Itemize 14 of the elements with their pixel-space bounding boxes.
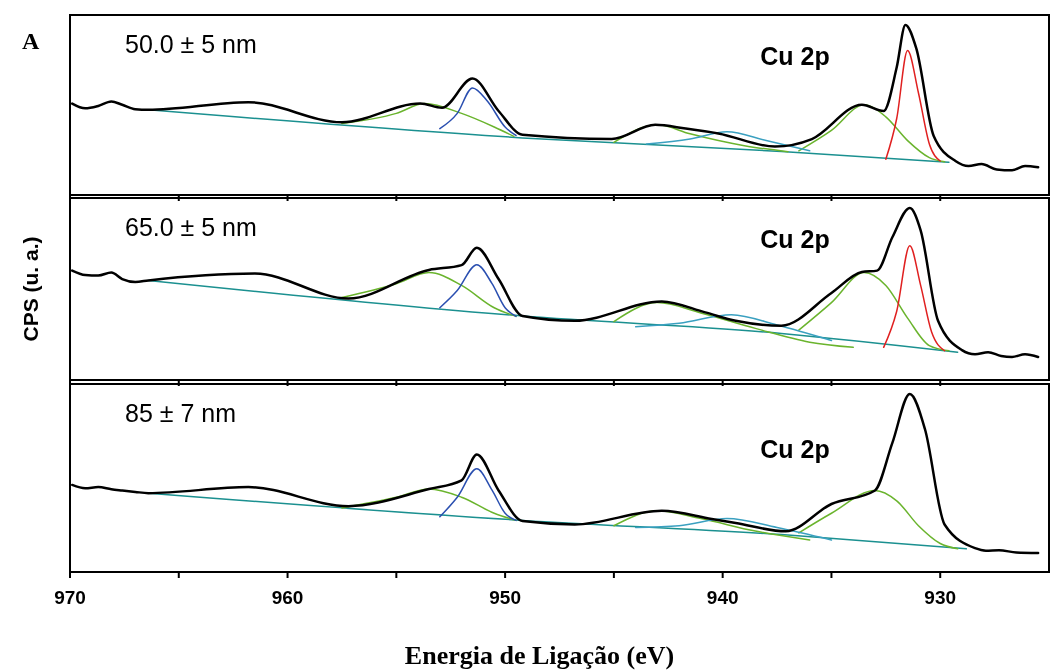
annotation: 50.0 ± 5 nm [125, 30, 257, 58]
x-tick-label: 940 [706, 587, 739, 608]
x-tick-label: 950 [489, 587, 521, 608]
annotation: Cu 2p [760, 42, 830, 70]
x-tick-label: 960 [271, 587, 304, 608]
annotation: 85 ± 7 nm [125, 399, 236, 427]
x-tick-label: 970 [54, 587, 86, 608]
x-axis-title: Energia de Ligação (eV) [404, 641, 675, 670]
chart-title: A [22, 28, 40, 54]
annotation: Cu 2p [760, 435, 830, 463]
annotation: 65.0 ± 5 nm [125, 213, 257, 241]
y-axis-title: CPS (u. a.) [19, 236, 42, 342]
annotation: Cu 2p [760, 225, 830, 253]
x-tick-label: 930 [924, 587, 957, 608]
